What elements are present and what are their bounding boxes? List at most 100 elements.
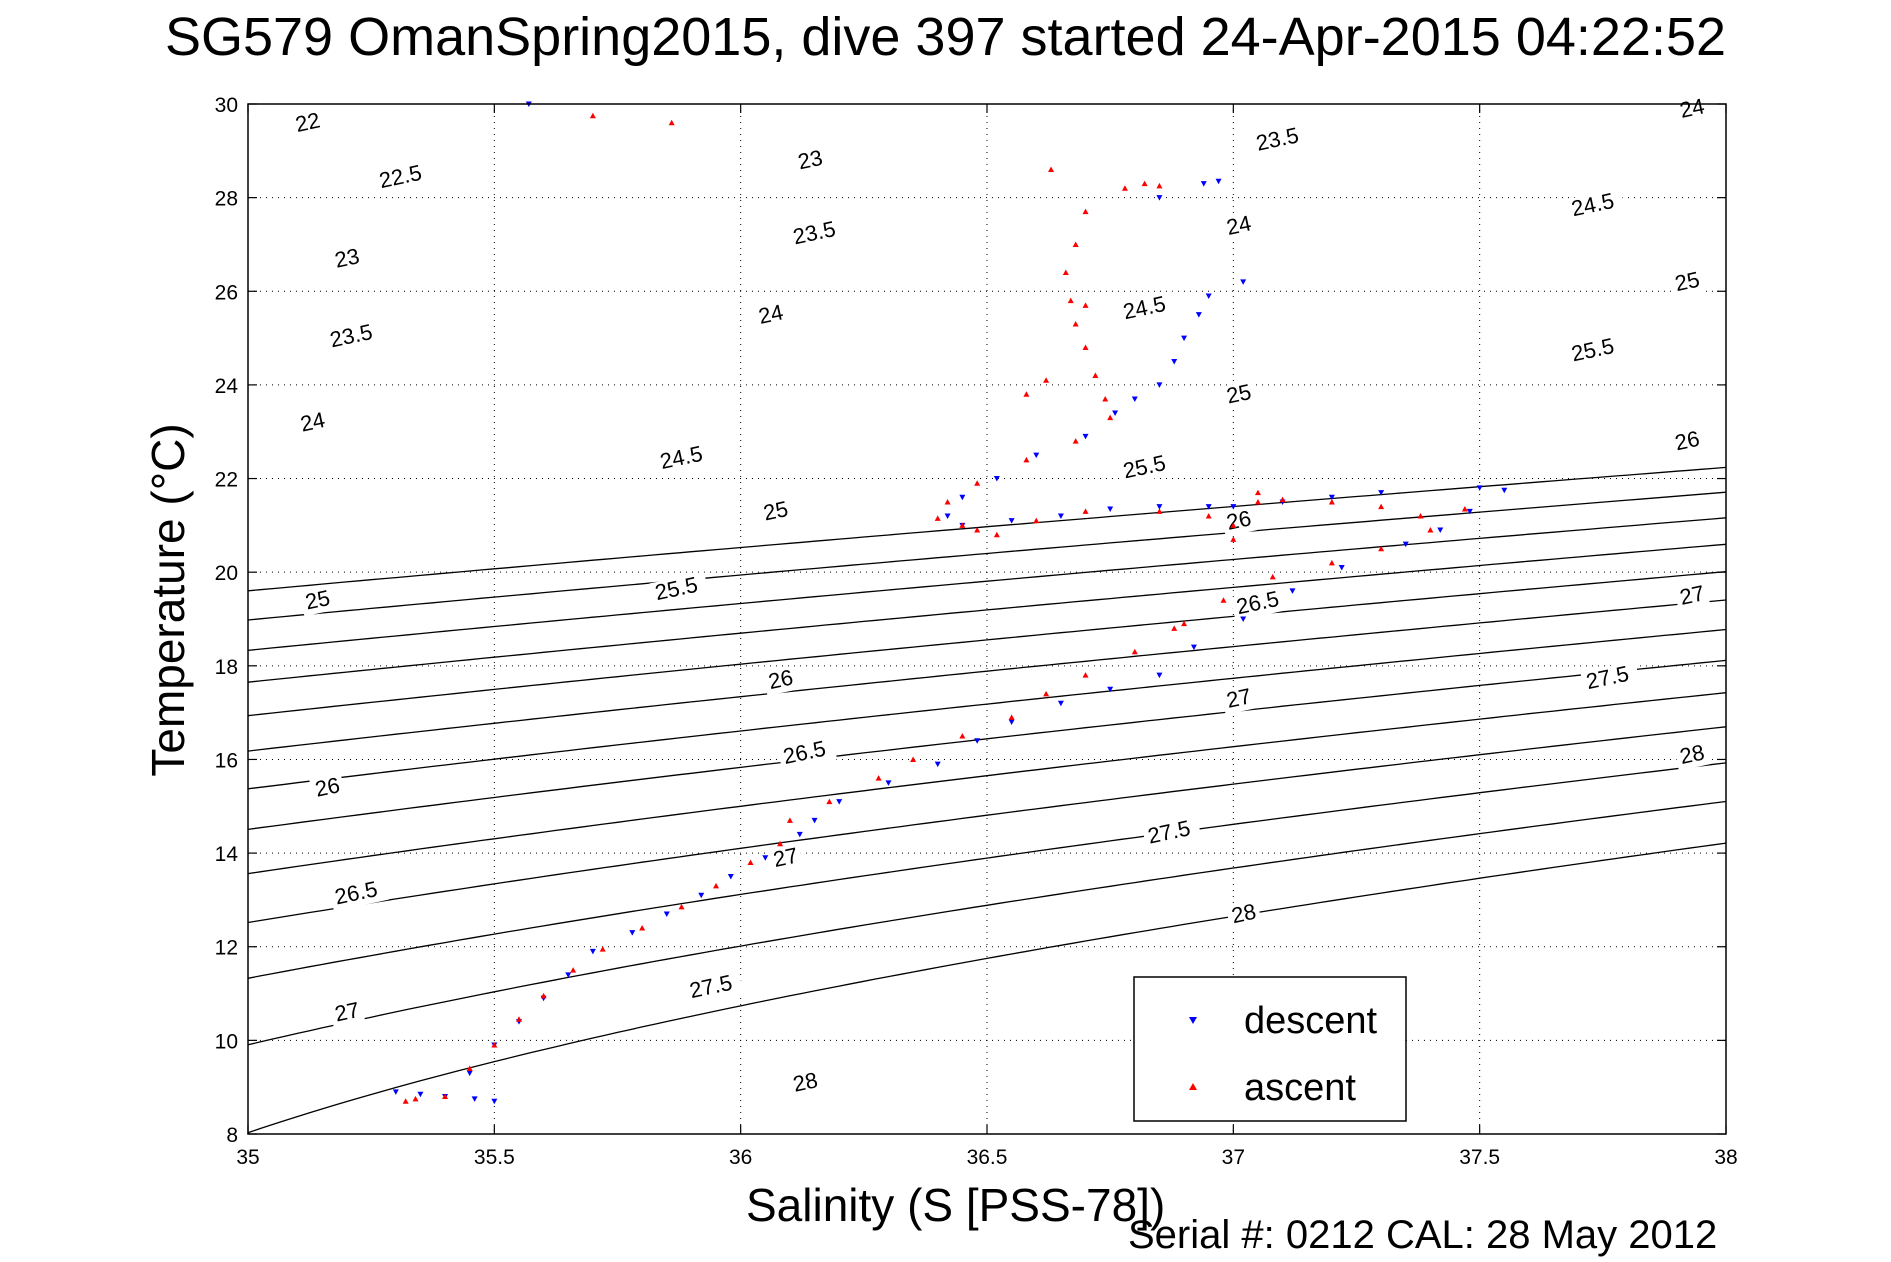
ascent-point [1072,438,1079,444]
contour-label: 24 [752,299,790,331]
contour-label-bg [1117,450,1178,486]
contour-label-bg [777,735,838,771]
ascent-point [1082,672,1089,678]
ascent-point [1072,241,1079,247]
ascent-point [466,1065,473,1071]
y-tick-label: 24 [215,375,239,398]
contour-label-text: 26.5 [333,876,380,909]
ascent-point [1254,498,1261,505]
descent-point [1230,504,1237,510]
ascent-point [1008,714,1015,720]
x-tick-label: 36 [729,1146,752,1169]
contour-label: 28 [1225,899,1262,931]
ascent-point [1072,321,1079,327]
descent-point [1181,335,1188,342]
contour-label: 26 [1669,426,1706,458]
contour-label: 25 [299,585,336,617]
contour-label-bg [792,146,829,177]
contour-label: 23 [792,145,829,177]
contour-label-text: 23 [333,243,362,273]
descent-point [1328,494,1335,501]
descent-point [959,494,966,501]
contour-label: 25.5 [1565,333,1626,369]
contour-label: 27.5 [1580,661,1641,696]
y-tick-label: 28 [215,188,238,211]
descent-point [1289,588,1296,594]
contour-label-text: 25.5 [653,572,700,605]
contour-label-text: 25 [1224,379,1253,409]
ascent-point [1254,489,1261,496]
ascent-point [1230,536,1237,542]
ascent-point [1427,527,1434,533]
contour-label: 24.5 [1117,291,1178,327]
contour-label-text: 26 [313,772,342,802]
legend-marker-ascent [1189,1083,1197,1090]
ascent-point [1328,559,1335,566]
contour-label-bg [1674,94,1711,125]
contour-label-text: 23 [796,145,825,175]
ascent-point [747,859,754,865]
contour-label-text: 24.5 [1569,188,1616,221]
contour-label-bg [649,571,710,607]
contour-label: 25.5 [1117,450,1178,486]
y-tick-label: 22 [215,469,238,492]
isopycnal-24.5 [247,599,1727,752]
contour-label-bg [757,497,794,528]
contour-label-bg [683,969,744,1005]
descent-point [1240,279,1247,285]
ascent-point [974,480,981,486]
contour-label-text: 25 [761,496,790,526]
legend-items: descent ascent [1189,1000,1378,1109]
ascent-point [1141,180,1148,187]
ascent-point [993,531,1000,538]
descent-point [1107,506,1114,512]
contour-label-text: 24 [1224,210,1253,240]
x-axis-label: Salinity (S [PSS-78]) [746,1179,1166,1231]
contour-label-text: 24 [298,407,327,437]
isopycnal-27.5 [247,800,1727,1046]
contour-label: 25.5 [649,571,710,607]
isopycnal-23.5 [247,543,1727,683]
contour-label-text: 24 [1678,93,1707,123]
descent-point [1240,616,1247,622]
contour-label-text: 27.5 [1145,815,1192,848]
ascent-point [826,798,833,805]
descent-point [1205,504,1212,510]
contour-label: 22.5 [373,160,434,195]
contour-label-bg [324,319,384,355]
data-points [392,101,1508,1105]
axis-ticks: 35 35.5 36 36.5 37 37.5 3881012141618202224262… [215,94,1738,1169]
descent-point [1057,700,1064,707]
ascent-point [934,515,941,521]
contour-label-bg [787,216,847,252]
isopycnal-26.5 [247,726,1727,924]
ascent-point [974,527,981,533]
y-tick-label: 18 [215,656,238,679]
descent-point [762,855,769,861]
ascent-point [1033,517,1040,524]
descent-point [698,892,705,899]
contour-label: 28 [1674,739,1711,771]
contour-label: 26 [1220,505,1258,537]
contour-label-bg [1230,585,1291,622]
contour-label-text: 25 [303,585,332,615]
contour-label-text: 26 [766,665,795,695]
contour-label: 27.5 [683,969,744,1005]
contour-label-bg [1250,122,1311,158]
ascent-point [713,882,720,889]
x-tick-label: 37.5 [1459,1146,1500,1169]
chart-title: SG579 OmanSpring2015, dive 397 started 2… [164,7,1727,67]
contour-label-text: 24.5 [658,441,705,474]
ascent-point [442,1093,449,1100]
descent-point [629,930,636,936]
contour-label-bg [1220,506,1258,537]
contour-label-text: 26.5 [1234,586,1281,619]
isopycnal-23 [247,517,1727,652]
contour-label-bg [294,408,331,439]
contour-label-text: 28 [791,1067,820,1097]
ascent-point [1102,395,1109,402]
y-tick-label: 16 [215,749,238,772]
x-tick-label: 38 [1714,1146,1737,1169]
ascent-point [402,1098,409,1104]
